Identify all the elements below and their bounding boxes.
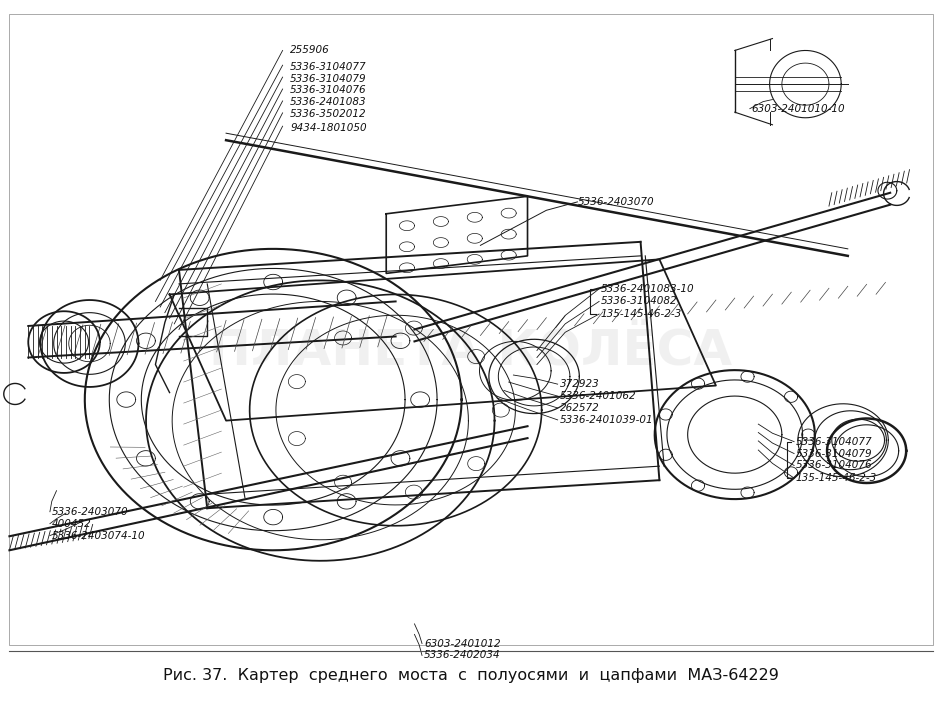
Text: 372923: 372923 — [560, 379, 599, 389]
Text: 6303-2401010-10: 6303-2401010-10 — [752, 104, 845, 114]
Text: 5336-3104076: 5336-3104076 — [290, 86, 366, 95]
Text: 5336-3104079: 5336-3104079 — [290, 74, 366, 83]
Text: 5336-2401083-10: 5336-2401083-10 — [601, 284, 694, 294]
Text: 135-145-46-2-3: 135-145-46-2-3 — [796, 473, 877, 483]
Text: 5336-3104076: 5336-3104076 — [796, 461, 872, 470]
Text: 5336-2401083: 5336-2401083 — [290, 97, 366, 107]
Text: 255906: 255906 — [290, 46, 330, 55]
Text: 400452: 400452 — [52, 519, 91, 529]
Text: 5336-3104082: 5336-3104082 — [601, 297, 677, 306]
Text: 5336-3502012: 5336-3502012 — [290, 109, 366, 119]
Text: 5336-2401039-01: 5336-2401039-01 — [560, 415, 653, 425]
Text: 5336-2403070: 5336-2403070 — [577, 197, 654, 207]
Text: 9434-1801050: 9434-1801050 — [290, 123, 366, 132]
Text: 5336-3104077: 5336-3104077 — [290, 62, 366, 72]
Text: 5336-2403070: 5336-2403070 — [52, 507, 128, 517]
Text: 135-145-46-2-3: 135-145-46-2-3 — [601, 309, 682, 319]
Text: 5336-2403074-10: 5336-2403074-10 — [52, 531, 145, 540]
Text: 5336-3104077: 5336-3104077 — [796, 437, 872, 447]
Text: 5336-2401062: 5336-2401062 — [560, 391, 636, 401]
Text: Рис. 37.  Картер  среднего  моста  с  полуосями  и  цапфами  МАЗ-64229: Рис. 37. Картер среднего моста с полуося… — [163, 668, 779, 683]
Text: 262572: 262572 — [560, 403, 599, 413]
Text: 5336-3104079: 5336-3104079 — [796, 449, 872, 458]
Text: ПЛАНЕТА КОЛЁСА: ПЛАНЕТА КОЛЁСА — [209, 327, 733, 374]
Text: 6303-2401012: 6303-2401012 — [424, 639, 500, 648]
Text: 5336-2402034: 5336-2402034 — [424, 651, 500, 660]
